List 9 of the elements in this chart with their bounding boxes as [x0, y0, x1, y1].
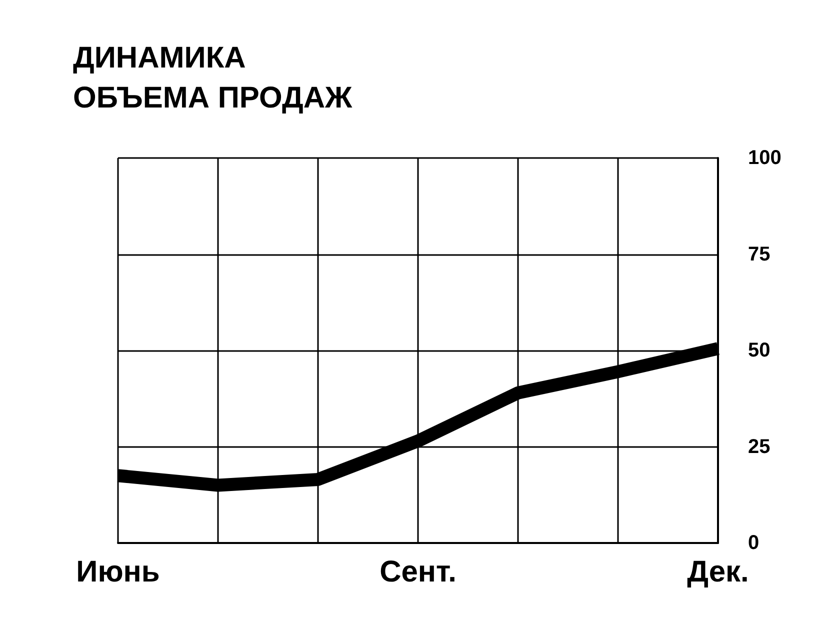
- x-tick-label: Сент.: [380, 556, 456, 588]
- y-tick-label: 25: [748, 436, 770, 458]
- x-tick-label: Дек.: [687, 556, 749, 588]
- y-tick-label: 100: [748, 147, 782, 169]
- x-tick-label: Июнь: [76, 556, 160, 588]
- chart-title: ДИНАМИКА ОБЪЕМА ПРОДАЖ: [73, 42, 353, 114]
- y-tick-label: 75: [748, 243, 770, 266]
- y-tick-label: 50: [748, 340, 770, 362]
- y-tick-label: 0: [748, 532, 760, 554]
